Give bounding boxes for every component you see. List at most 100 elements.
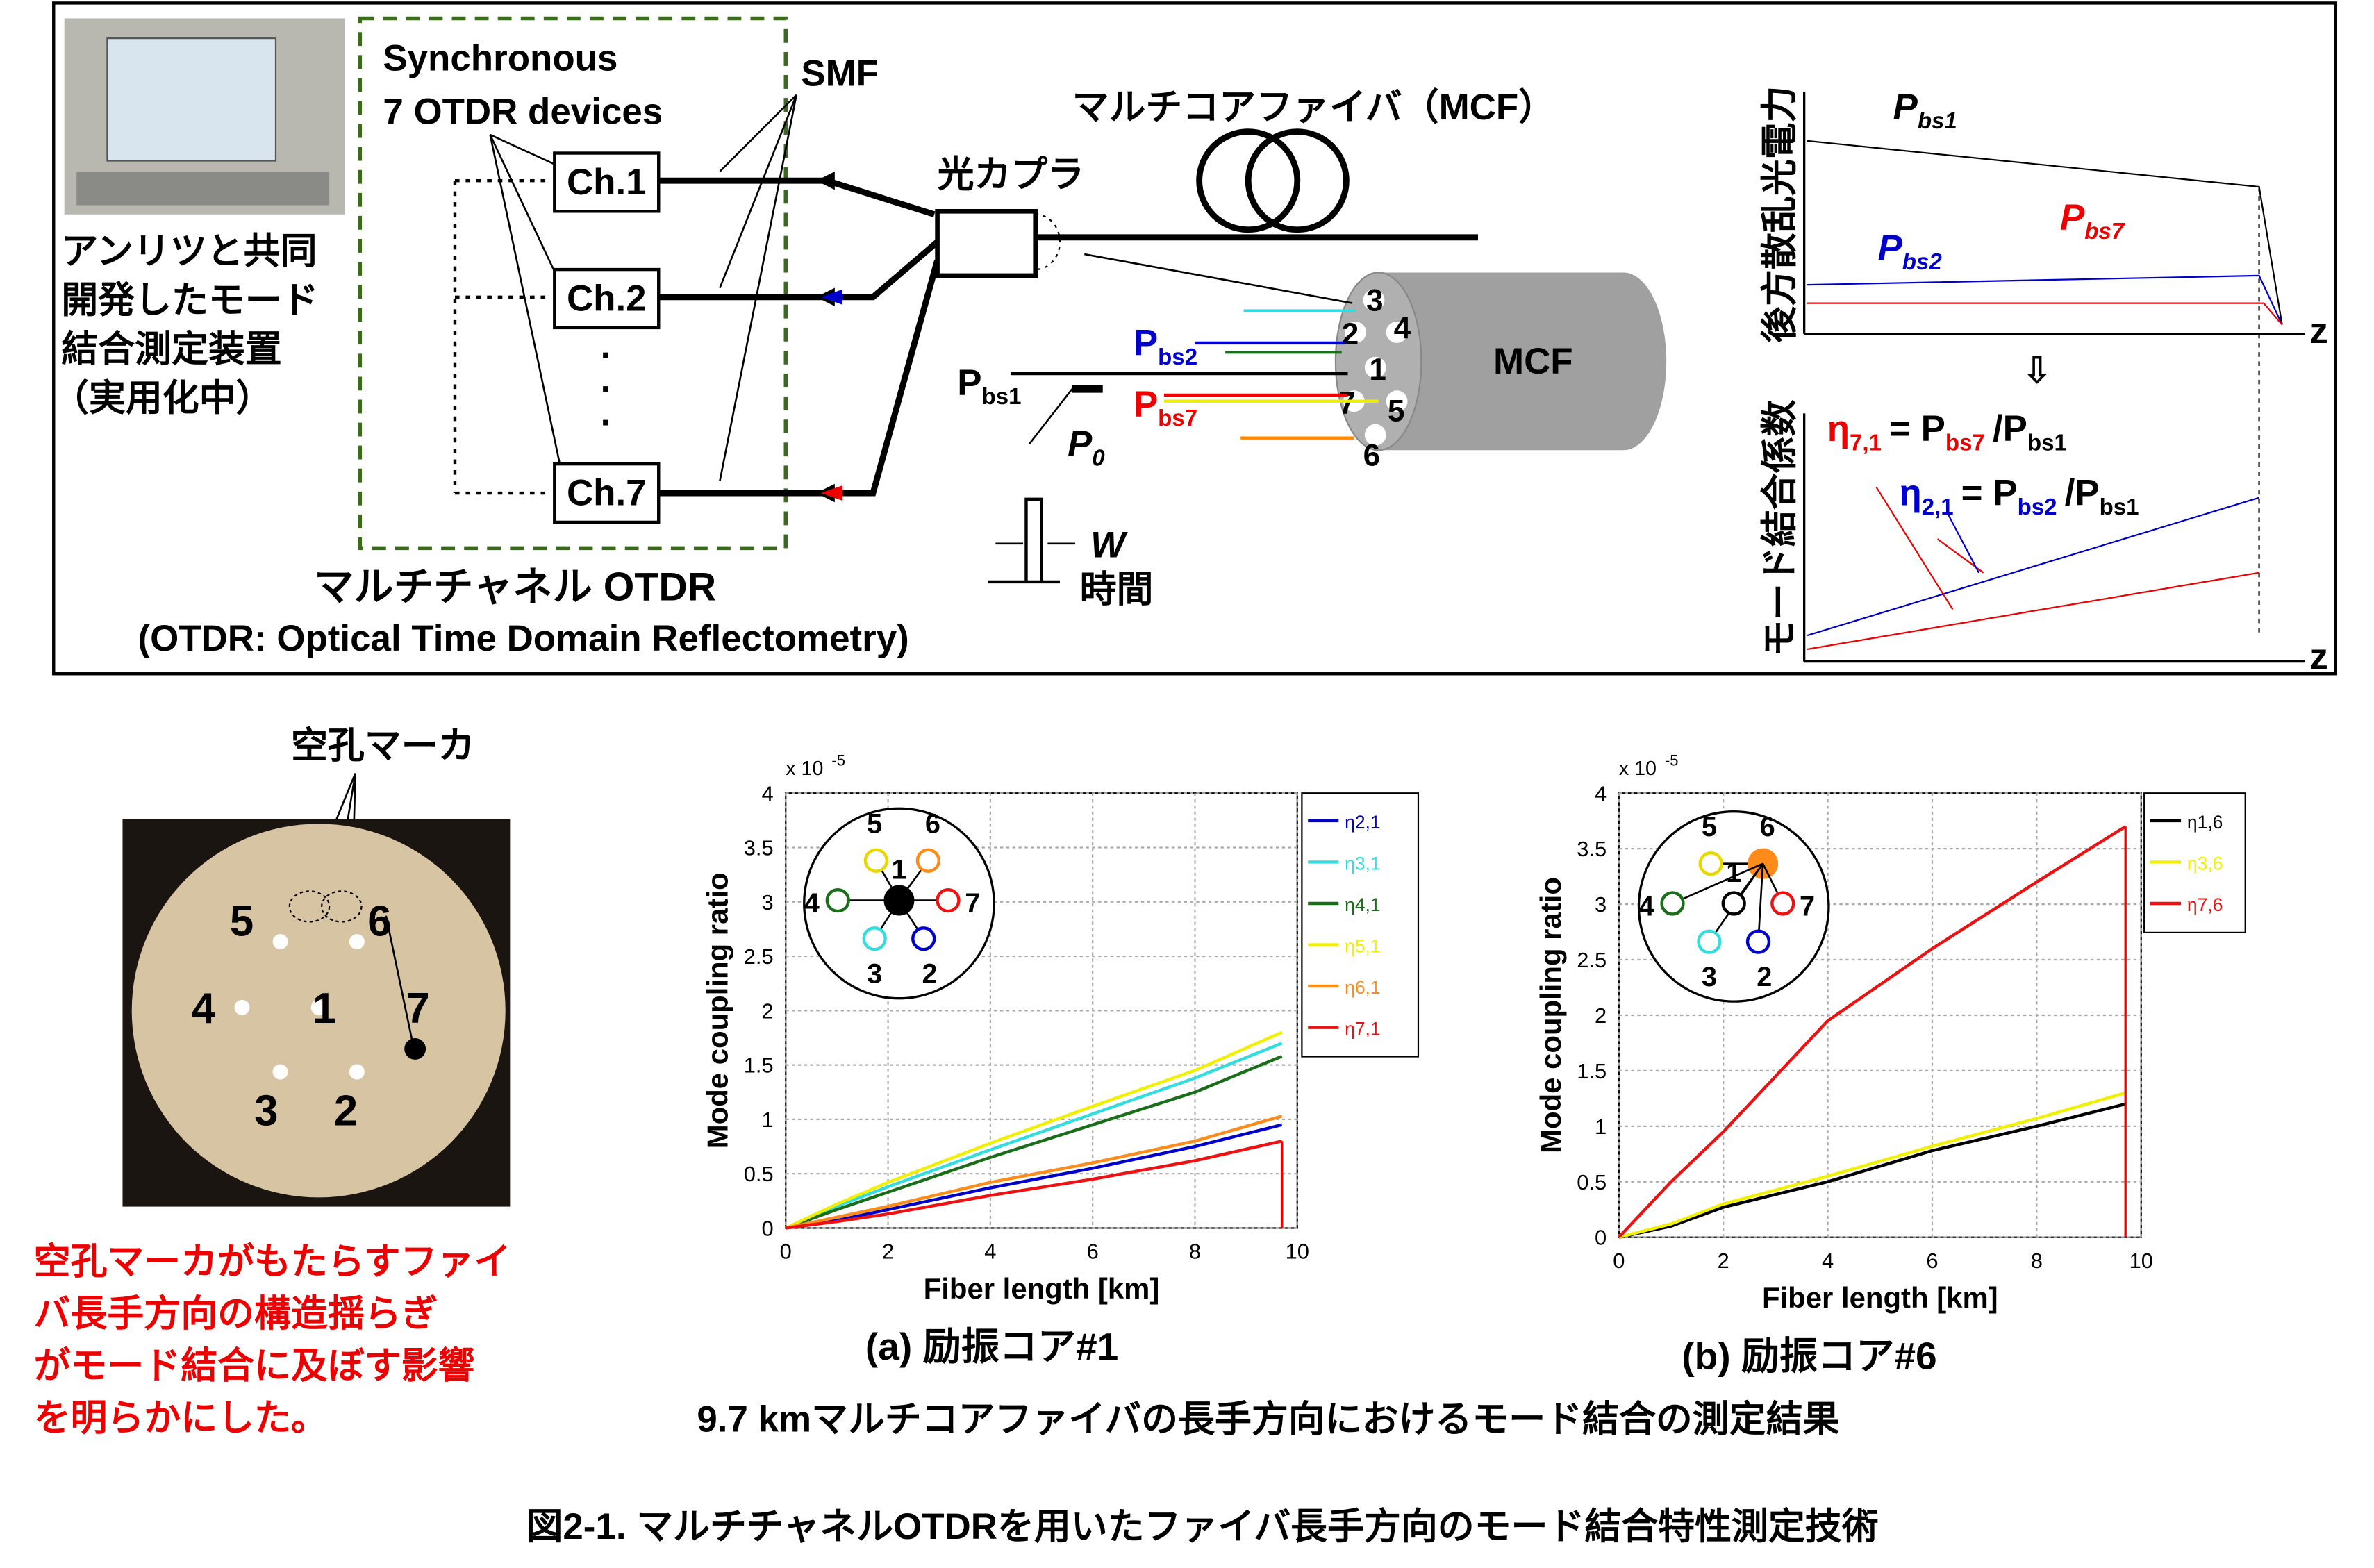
legend-label: η7,1: [1345, 1019, 1381, 1040]
legend-label: η5,1: [1345, 936, 1381, 957]
legend-label: η4,1: [1345, 894, 1381, 915]
down-arrow: ⇩: [2022, 350, 2052, 391]
fiber-photo: [122, 773, 511, 1207]
x-tick-label: 4: [1822, 1249, 1834, 1273]
core-label: 1: [1369, 353, 1386, 387]
exponent: -5: [1665, 752, 1679, 769]
x-tick-label: 8: [2031, 1249, 2043, 1273]
dots: ·: [600, 335, 613, 376]
channel-label: Ch.1: [567, 162, 647, 203]
chart-caption: (a) 励振コア#1: [865, 1325, 1118, 1368]
inset-label: 6: [925, 809, 940, 840]
equipment-text: アンリツと共同: [61, 231, 317, 272]
coupler-fiber: [935, 128, 1478, 278]
smf-label: SMF: [801, 53, 879, 94]
inset-label: 2: [922, 959, 938, 990]
channel-box: [553, 462, 661, 524]
signal-arrows: [1011, 253, 1379, 445]
core-label: 5: [1388, 394, 1405, 428]
inset-label: 4: [804, 888, 820, 919]
y-tick-label: 4: [761, 781, 773, 806]
channel-label: Ch.2: [567, 278, 647, 319]
core-label: 4: [1394, 311, 1411, 345]
inset-label: 5: [1702, 812, 1717, 842]
inset-label: 3: [867, 959, 882, 990]
photo-core: 1: [313, 985, 336, 1033]
channel-box: [553, 151, 661, 213]
x-tick-label: 8: [1189, 1240, 1201, 1264]
inset-label: 6: [1760, 812, 1775, 842]
top-frame: [52, 1, 2338, 676]
dots: ·: [600, 402, 613, 443]
photo-core: 7: [406, 985, 429, 1033]
x-tick-label: 4: [984, 1240, 996, 1264]
coupling-axis: モード結合係数: [1759, 399, 1800, 656]
eq1: η7,1 = Pbs7/Pbs1: [1827, 408, 2067, 456]
inset-label: 1: [891, 855, 906, 885]
photo-core: 4: [192, 985, 215, 1033]
x-tick-label: 6: [1926, 1249, 1938, 1273]
photo-core: 6: [367, 897, 391, 945]
coupler-label: 光カプラ: [938, 154, 1085, 195]
inset-core: [1721, 891, 1746, 916]
note: バ長手方向の構造揺らぎ: [34, 1294, 438, 1335]
mcf-title: マルチコアファイバ（MCF）: [1072, 86, 1556, 128]
core-label: 2: [1342, 317, 1359, 351]
exponent: -5: [831, 752, 845, 769]
series-line: [785, 1055, 1283, 1230]
y-tick-label: 3: [761, 890, 773, 915]
mcf-cylinder: [1334, 272, 1667, 451]
multiplier: x 10: [786, 758, 823, 780]
x-tick-label: 6: [1087, 1240, 1099, 1264]
note: を明らかにした。: [34, 1398, 328, 1439]
equipment-text: （実用化中）: [52, 377, 272, 419]
y-tick-label: 1: [761, 1108, 773, 1132]
x-tick-label: 10: [2130, 1249, 2153, 1273]
z-label: z: [2309, 310, 2327, 351]
photo-core: 5: [230, 897, 254, 945]
legend-label: η6,1: [1345, 977, 1381, 998]
legend-label: η2,1: [1345, 812, 1381, 833]
y-tick-label: 4: [1595, 781, 1607, 806]
inset-core: [862, 926, 887, 951]
pbs2-right: Pbs2: [1877, 228, 1942, 275]
y-tick-label: 0: [1595, 1226, 1607, 1250]
pbs2: Pbs2: [1134, 323, 1197, 370]
note: 空孔マーカがもたらすファイ: [34, 1242, 511, 1283]
equipment-photo: [64, 18, 345, 215]
x-axis-title: Fiber length [km]: [924, 1272, 1160, 1305]
p0: P0: [1068, 424, 1105, 471]
y-tick-label: 2.5: [744, 944, 774, 969]
inset-core: [883, 885, 915, 916]
inset-core: [1697, 929, 1722, 954]
inset-label: 4: [1638, 892, 1654, 922]
y-tick-label: 0.5: [1577, 1170, 1607, 1194]
series-line: [785, 1115, 1283, 1230]
dots: ·: [600, 369, 613, 410]
legend-box: [1301, 792, 1420, 1058]
inset-core: [1745, 929, 1771, 954]
otdr-title: マルチチャネル OTDR: [314, 565, 716, 609]
inset-label: 3: [1702, 962, 1717, 992]
x-tick-label: 10: [1286, 1240, 1309, 1264]
inset-label: 1: [1726, 858, 1741, 888]
connectors: [453, 94, 940, 503]
pbs7-right: Pbs7: [2060, 197, 2125, 244]
core-label: 7: [1338, 386, 1356, 420]
inset-core: [911, 926, 936, 951]
backscatter-plot: [1802, 92, 2305, 663]
marker-label: 空孔マーカ: [291, 726, 475, 767]
eq2: η2,1 = Pbs2/Pbs1: [1899, 473, 2139, 520]
note: がモード結合に及ぼす影響: [34, 1346, 475, 1387]
inset-core: [1698, 851, 1723, 876]
y-tick-label: 3.5: [744, 836, 774, 860]
x-tick-label: 2: [1718, 1249, 1729, 1273]
series-line: [1618, 1091, 2126, 1239]
y-tick-label: 2: [1595, 1003, 1607, 1028]
x-tick-label: 0: [1613, 1249, 1625, 1273]
y-tick-label: 0.5: [744, 1162, 774, 1186]
y-axis-title: Mode coupling ratio: [701, 872, 733, 1149]
mcf-label: MCF: [1493, 341, 1573, 382]
